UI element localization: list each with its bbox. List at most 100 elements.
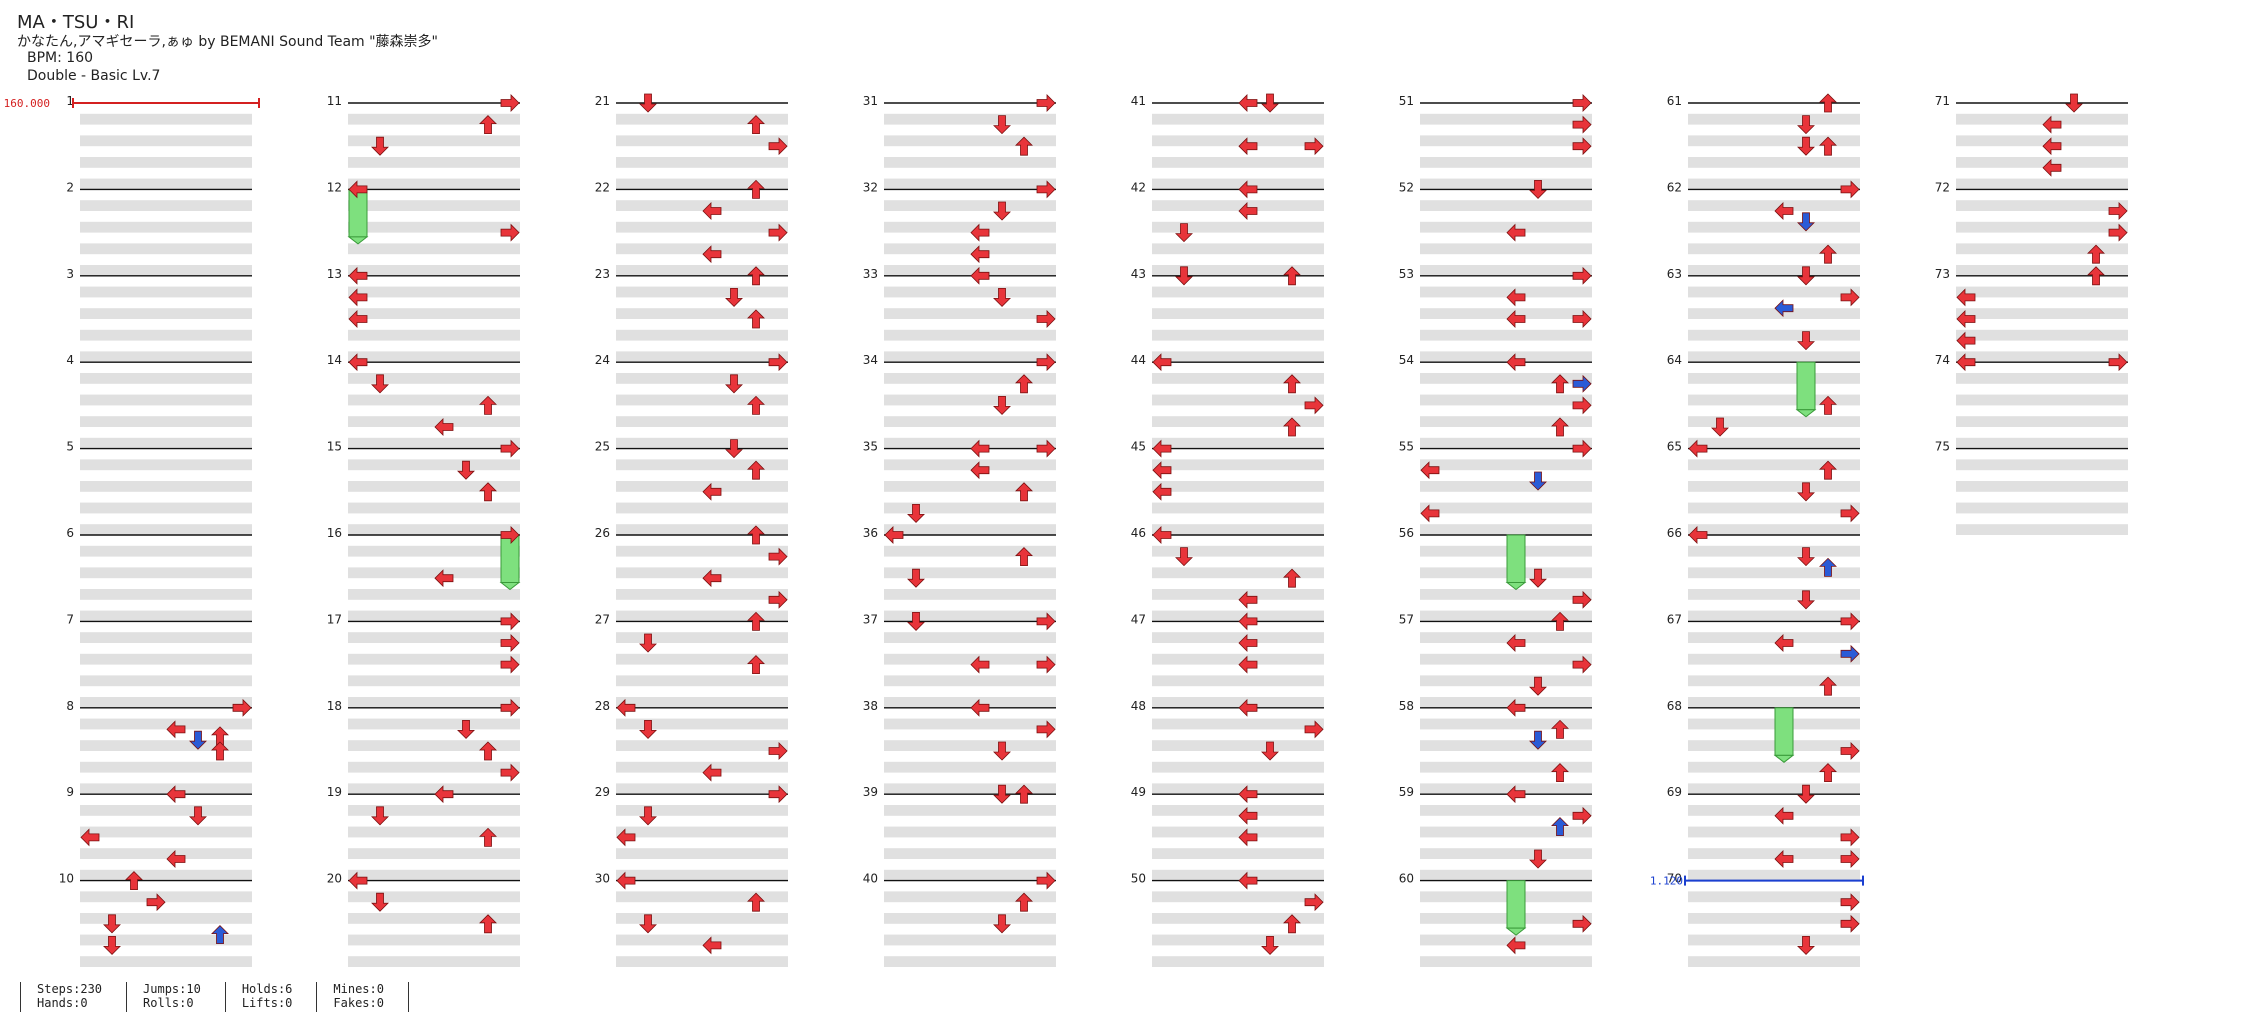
beat-shade bbox=[1420, 589, 1592, 600]
beat-shade bbox=[1956, 243, 2128, 255]
note-arrow bbox=[500, 763, 520, 782]
note-arrow-offbeat bbox=[1551, 817, 1569, 836]
beat-shade bbox=[348, 437, 520, 449]
note-arrow bbox=[166, 850, 186, 868]
beat-shade bbox=[884, 826, 1056, 838]
stats-end-divider bbox=[407, 982, 409, 1012]
beat-shade bbox=[1420, 265, 1592, 276]
beat-shade bbox=[1420, 243, 1592, 255]
beat-shade bbox=[1688, 848, 1860, 859]
note-arrow bbox=[1819, 763, 1837, 782]
beat-shade bbox=[1152, 891, 1324, 903]
note-arrow bbox=[1015, 482, 1033, 502]
beat-shade bbox=[884, 200, 1056, 211]
note-arrow bbox=[1572, 94, 1592, 112]
beat-shade bbox=[1420, 783, 1592, 795]
beat-shade bbox=[348, 113, 520, 125]
beat-shade bbox=[1420, 221, 1592, 233]
note-arrow bbox=[1840, 504, 1860, 523]
beat-shade bbox=[1152, 675, 1324, 687]
measure-number: 26 bbox=[595, 526, 610, 540]
beat-shade bbox=[348, 869, 520, 881]
beat-shade bbox=[616, 697, 788, 708]
note-arrow-offbeat bbox=[1774, 299, 1794, 318]
beat-shade bbox=[1152, 308, 1324, 319]
beat-shade bbox=[80, 632, 252, 643]
note-arrow bbox=[1304, 720, 1324, 739]
beat-shade bbox=[80, 524, 252, 535]
note-arrow bbox=[479, 482, 497, 502]
note-arrow bbox=[1819, 676, 1837, 696]
beat-shade bbox=[1956, 178, 2128, 190]
note-arrow bbox=[500, 634, 520, 652]
beat-shade bbox=[1420, 697, 1592, 708]
beat-shade bbox=[80, 481, 252, 492]
note-arrow bbox=[166, 785, 186, 804]
beat-shade bbox=[1152, 286, 1324, 298]
note-arrow bbox=[1238, 590, 1258, 609]
note-arrow bbox=[1506, 698, 1526, 717]
note-arrow bbox=[1261, 93, 1279, 113]
note-arrow bbox=[125, 871, 143, 890]
note-arrow bbox=[747, 655, 765, 674]
measure-number: 1 bbox=[66, 94, 74, 108]
beat-shade bbox=[616, 913, 788, 924]
note-arrow bbox=[2108, 223, 2128, 242]
note-arrow bbox=[2042, 158, 2062, 177]
beat-shade bbox=[80, 934, 252, 946]
beat-shade bbox=[348, 286, 520, 298]
note-arrow bbox=[457, 720, 475, 739]
measure-number: 60 bbox=[1399, 872, 1414, 886]
measure-number: 30 bbox=[595, 872, 610, 886]
note-arrow bbox=[1036, 94, 1056, 112]
stat-lifts: Lifts:0 bbox=[241, 996, 293, 1010]
beat-shade bbox=[1420, 502, 1592, 514]
measure-number: 22 bbox=[595, 180, 610, 194]
note-arrow bbox=[639, 806, 657, 826]
beat-shade bbox=[1420, 891, 1592, 903]
measure-number: 48 bbox=[1131, 699, 1146, 713]
beat-shade bbox=[884, 610, 1056, 622]
measure-number: 61 bbox=[1667, 94, 1682, 108]
beat-shade bbox=[1152, 221, 1324, 233]
note-arrow bbox=[1036, 439, 1056, 458]
note-arrow bbox=[1304, 137, 1324, 156]
note-arrow bbox=[211, 741, 229, 761]
note-arrow bbox=[1420, 461, 1440, 480]
note-arrow bbox=[2108, 202, 2128, 220]
note-arrow bbox=[2087, 266, 2105, 286]
beat-shade bbox=[1420, 524, 1592, 535]
note-arrow bbox=[702, 482, 722, 501]
stat-steps: Steps:230 bbox=[37, 982, 103, 996]
beat-shade bbox=[616, 761, 788, 773]
beat-shade bbox=[1956, 373, 2128, 384]
beat-shade bbox=[80, 135, 252, 147]
beat-shade bbox=[616, 632, 788, 643]
note-arrow bbox=[371, 136, 389, 156]
note-arrow bbox=[747, 266, 765, 286]
note-arrow bbox=[1283, 374, 1301, 394]
note-arrow bbox=[479, 741, 497, 761]
note-arrow bbox=[1036, 310, 1056, 328]
beat-shade bbox=[1420, 718, 1592, 730]
note-arrow bbox=[1506, 936, 1526, 955]
beat-shade bbox=[616, 869, 788, 881]
note-arrow bbox=[993, 201, 1011, 221]
note-arrow-offbeat bbox=[211, 925, 229, 944]
measure-number: 12 bbox=[327, 180, 342, 194]
note-arrow-offbeat bbox=[189, 730, 207, 750]
note-arrow bbox=[639, 633, 657, 653]
beat-shade bbox=[884, 718, 1056, 730]
note-arrow bbox=[2108, 353, 2128, 372]
beat-shade bbox=[1688, 178, 1860, 190]
measure-number: 38 bbox=[863, 699, 878, 713]
beat-shade bbox=[1956, 135, 2128, 147]
beat-shade bbox=[1688, 373, 1860, 384]
note-arrow bbox=[702, 763, 722, 782]
beat-shade bbox=[1420, 545, 1592, 557]
stat-holds: Holds:6 bbox=[241, 982, 293, 996]
beat-shade bbox=[348, 373, 520, 384]
note-arrow bbox=[907, 568, 925, 588]
beat-shade bbox=[1420, 481, 1592, 492]
note-arrow-offbeat bbox=[1572, 374, 1592, 393]
